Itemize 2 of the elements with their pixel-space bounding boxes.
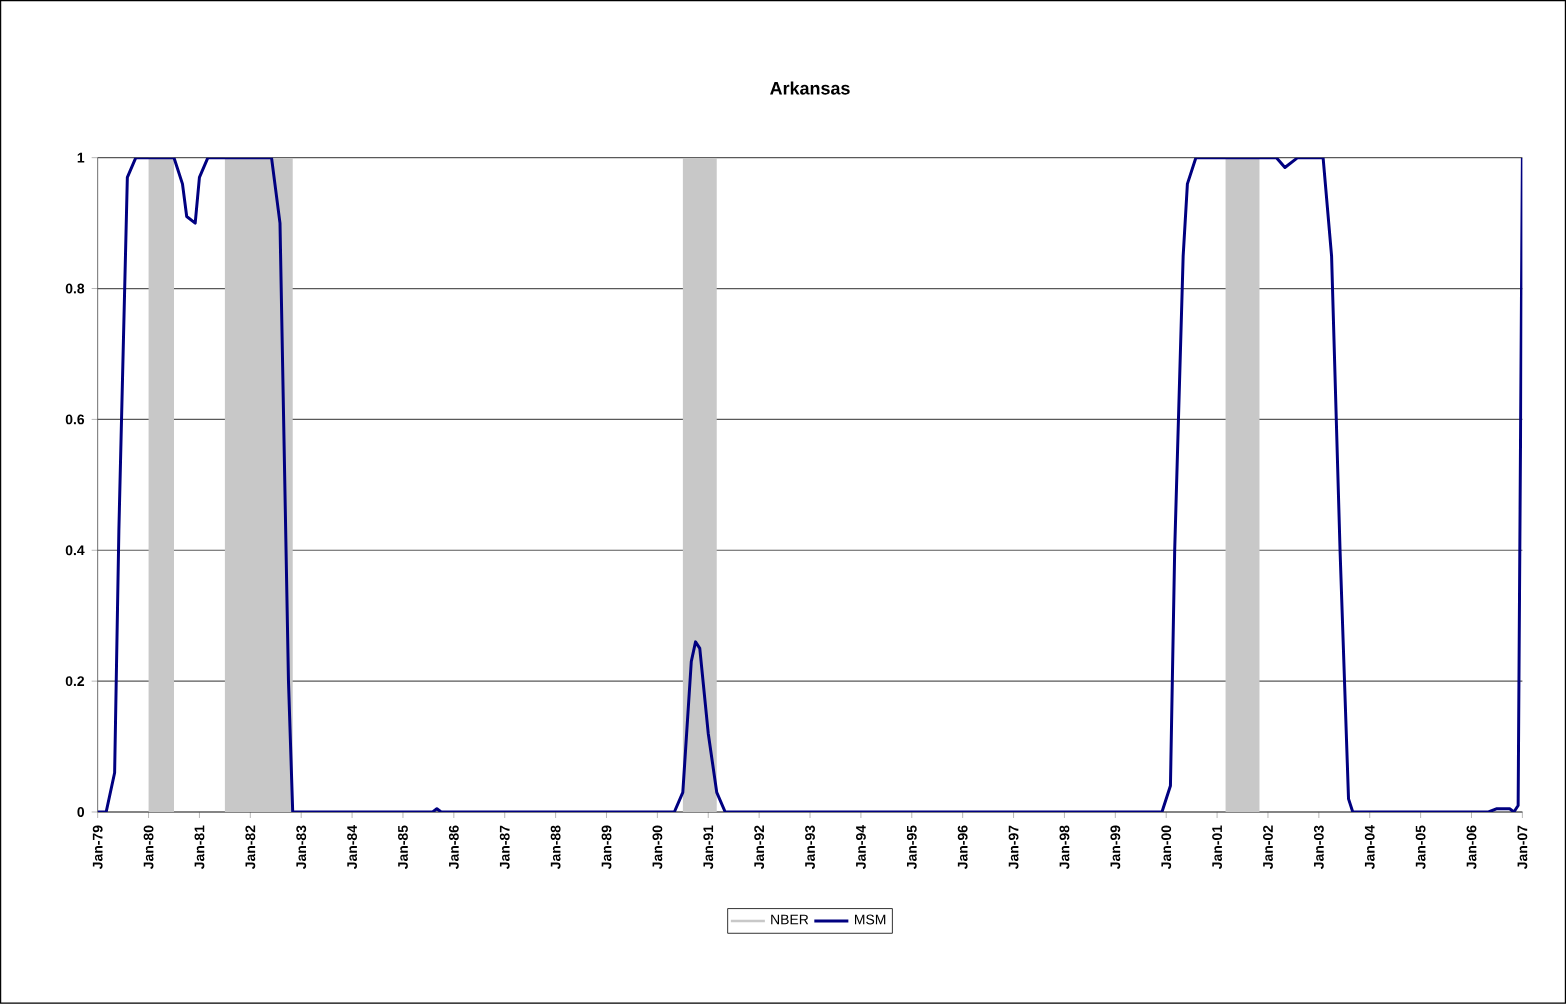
chart-title: Arkansas	[770, 81, 850, 95]
line-series	[97, 157, 1523, 813]
